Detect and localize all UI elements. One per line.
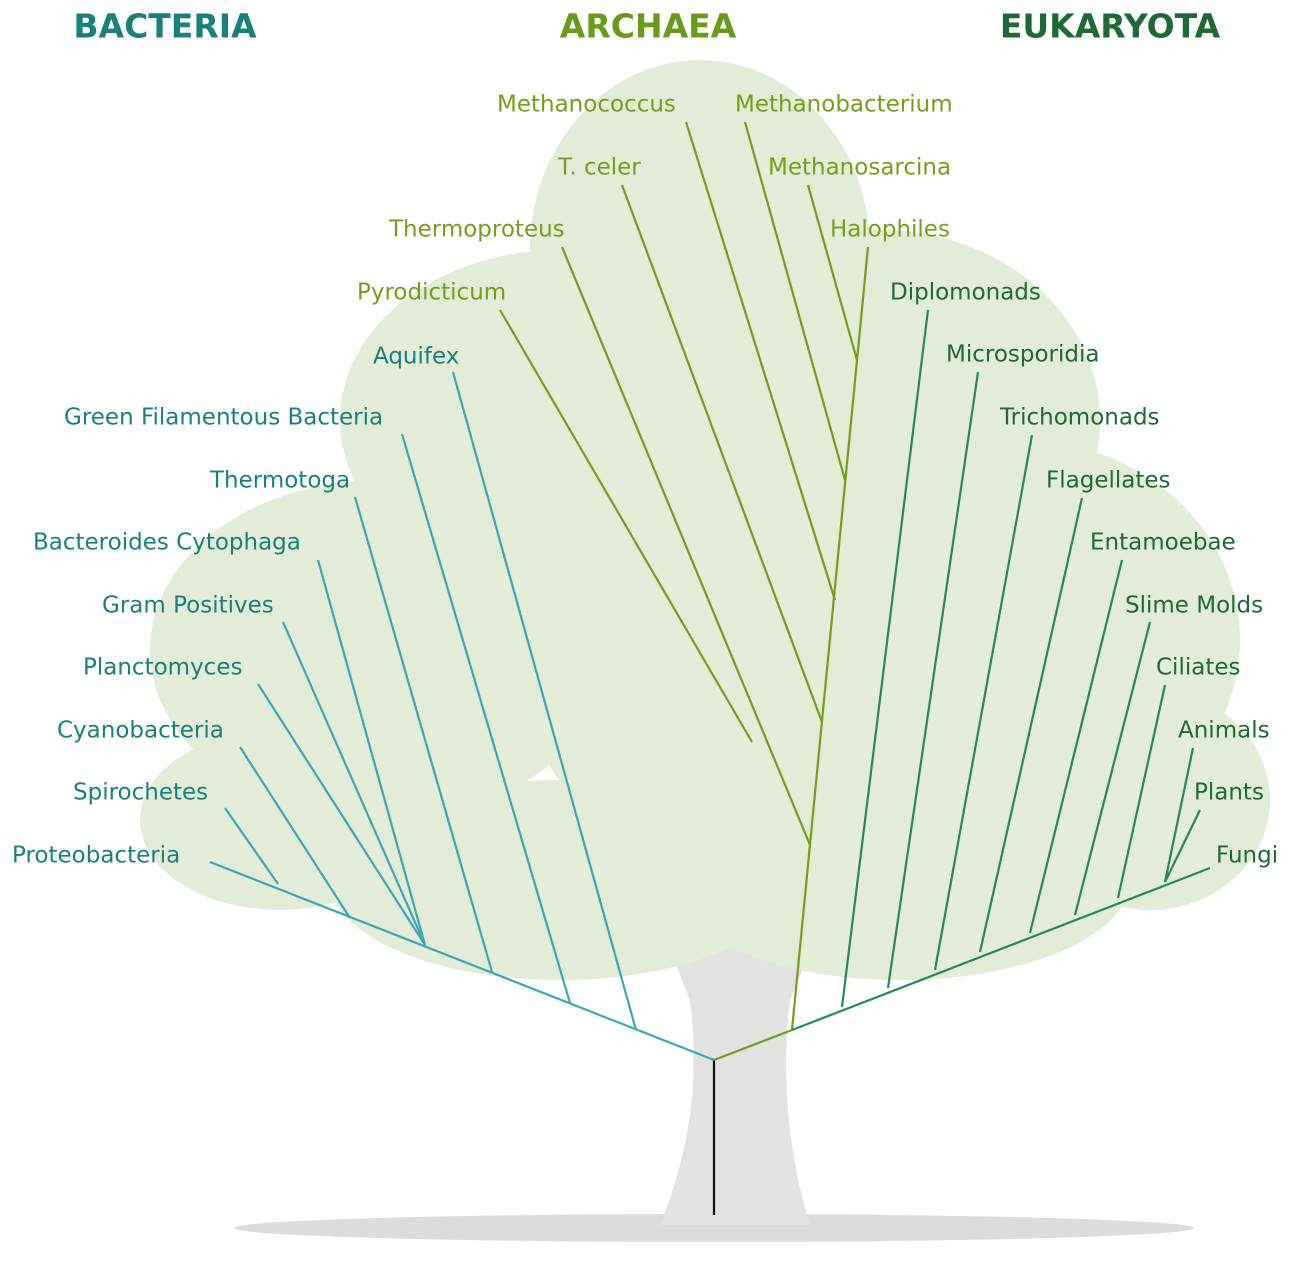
leaf-label: Trichomonads — [999, 405, 1160, 431]
leaf-label: Ciliates — [1156, 655, 1240, 681]
leaf-label: Microsporidia — [946, 342, 1100, 368]
leaf-label: Halophiles — [830, 217, 950, 243]
leaf-label: Fungi — [1216, 843, 1278, 869]
leaf-label: Spirochetes — [73, 780, 208, 806]
leaf-label: Gram Positives — [102, 593, 274, 619]
leaf-label: Bacteroides Cytophaga — [33, 530, 301, 556]
leaf-label: Thermoproteus — [388, 217, 565, 243]
tree-of-life: BACTERIA Aquifex Green Filamentous Bacteri… — [0, 0, 1299, 1266]
leaf-label: T. celer — [557, 155, 641, 181]
leaf-label: Green Filamentous Bacteria — [64, 405, 383, 431]
leaf-label: Slime Molds — [1125, 593, 1263, 619]
leaf-label: Entamoebae — [1090, 530, 1236, 556]
leaf-label: Methanobacterium — [735, 92, 953, 118]
leaf-label: Cyanobacteria — [57, 718, 224, 744]
leaf-label: Animals — [1178, 718, 1270, 744]
leaf-label: Methanosarcina — [768, 155, 951, 181]
leaf-label: Diplomonads — [890, 280, 1041, 306]
domain-title: EUKARYOTA — [1000, 7, 1221, 46]
leaf-label: Proteobacteria — [12, 843, 180, 869]
leaf-label: Methanococcus — [497, 92, 676, 118]
domain-title: BACTERIA — [73, 7, 257, 46]
domain-title: ARCHAEA — [560, 7, 737, 46]
leaf-label: Flagellates — [1046, 468, 1171, 494]
leaf-label: Aquifex — [373, 344, 459, 370]
leaf-label: Thermotoga — [209, 468, 350, 494]
canopy — [140, 60, 1270, 980]
leaf-label: Planctomyces — [83, 655, 242, 681]
leaf-label: Plants — [1194, 780, 1264, 806]
leaf-label: Pyrodicticum — [357, 280, 506, 306]
